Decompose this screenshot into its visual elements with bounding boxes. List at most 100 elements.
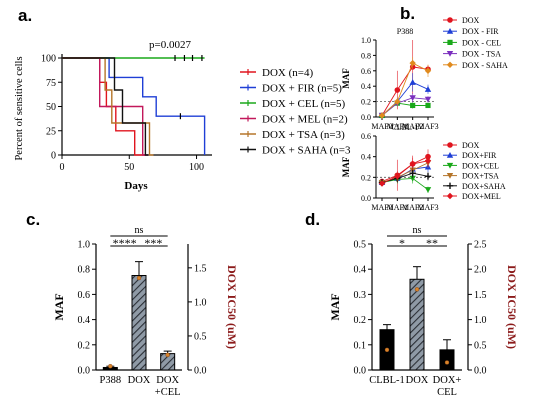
a-y-tick-label: 75 — [46, 78, 56, 89]
panel-letter-a: a. — [18, 6, 33, 25]
c-y2-tick-label: 1.0 — [194, 297, 207, 308]
d-x-tick-label: CEL — [437, 387, 457, 398]
c-y-tick-label: 0.4 — [78, 315, 91, 326]
c-y-tick-label: 0.8 — [78, 265, 91, 276]
a-x-tick-label: 100 — [189, 162, 204, 173]
b-bottom-point — [424, 187, 432, 193]
a-y-tick-label: 0 — [51, 151, 56, 162]
b-top-series-line-3 — [381, 97, 429, 116]
b-top-y-tick-label: 0.4 — [361, 82, 371, 91]
b-bottom-legend-label: DOX+MEL — [462, 192, 501, 201]
b-top-y-tick-label: 1.0 — [361, 36, 371, 45]
b-top-x-tick-label: MAF1 — [387, 122, 408, 131]
b-top-point — [410, 102, 416, 109]
b-bottom-point — [424, 173, 432, 180]
b-top-legend-marker — [446, 61, 454, 68]
c-x-tick-label: P388 — [100, 375, 122, 386]
b-bottom-x-tick-label: MAF2 — [402, 203, 423, 212]
b-top-legend-label: DOX - FIR — [462, 27, 499, 36]
d-y-tick-label: 0.5 — [354, 240, 367, 251]
b-bottom-legend-label: DOX+TSA — [462, 172, 499, 181]
b-bottom-legend-label: DOX+CEL — [462, 161, 499, 170]
b-top-legend-marker — [447, 17, 453, 23]
c-sig-label: ns — [135, 225, 144, 236]
d-x-tick-label: DOX — [406, 375, 429, 386]
b-top-point — [409, 79, 416, 85]
c-x-tick-label: DOX — [156, 375, 179, 386]
c-bar-1 — [131, 275, 147, 371]
a-x-tick-label: 0 — [60, 162, 65, 173]
b-bottom-legend-marker — [446, 182, 454, 189]
b-bottom-point — [424, 157, 432, 164]
d-sig-label: * — [399, 236, 405, 250]
b-top-x-tick-label: MAF0 — [371, 122, 392, 131]
c-sig-label: **** — [113, 236, 137, 250]
b-bottom-legend-label: DOX — [462, 141, 480, 150]
panel-letter-c: c. — [26, 210, 41, 229]
c-sig-label: *** — [144, 236, 162, 250]
b-bottom-y-tick-label: 0.4 — [361, 153, 371, 162]
c-ic50-dot — [108, 364, 113, 369]
d-bar-1 — [409, 278, 425, 371]
c-x-tick-label: DOX — [128, 375, 151, 386]
d-ic50-dot — [414, 287, 420, 292]
d-y-tick-label: 0.1 — [354, 340, 367, 351]
b-bottom-legend-label: DOX+FIR — [462, 151, 497, 160]
b-top-point — [424, 96, 432, 103]
b-top-series-line-4 — [381, 62, 429, 116]
b-top-y-tick-label: 0.2 — [361, 98, 371, 107]
b-bottom-y-tick-label: 0.6 — [361, 132, 371, 141]
c-y2-label: DOX IC50 (uM) — [225, 265, 239, 349]
d-y2-tick-label: 1.5 — [474, 290, 487, 301]
b-bottom-series-line-0 — [381, 156, 429, 182]
b-top-y-tick-label: 0.8 — [361, 51, 371, 60]
c-y2-tick-label: 0.5 — [194, 331, 207, 342]
d-y-tick-label: 0.2 — [354, 315, 367, 326]
b-bottom-legend-marker — [446, 162, 454, 169]
b-top-x-tick-label: MAF3 — [417, 122, 438, 131]
b-bottom-point — [409, 160, 416, 168]
b-top-legend-label: DOX - TSA — [462, 50, 501, 59]
d-y2-tick-label: 0.0 — [474, 366, 487, 377]
a-y-tick-label: 50 — [46, 102, 56, 113]
d-ic50-dot — [444, 360, 450, 365]
a-x-label: Days — [124, 180, 148, 192]
b-top-legend-marker — [447, 39, 453, 45]
panel-letter-d: d. — [305, 210, 321, 229]
a-legend-label: DOX + FIR (n=5) — [262, 83, 342, 95]
b-bottom-title: CLBL-1 — [391, 123, 418, 132]
c-y2-tick-label: 1.5 — [194, 263, 207, 274]
d-y-tick-label: 0.3 — [354, 290, 367, 301]
b-top-point — [378, 112, 386, 119]
b-top-point — [425, 102, 431, 109]
b-bottom-point — [378, 180, 386, 187]
b-top-legend-label: DOX - SAHA — [462, 61, 508, 70]
a-y-tick-label: 100 — [41, 54, 56, 65]
d-y-label: MAF — [328, 293, 342, 320]
b-top-point — [409, 95, 416, 101]
b-bottom-x-tick-label: MAF1 — [387, 203, 408, 212]
b-top-y-tick-label: 0.6 — [361, 67, 371, 76]
d-bar-2 — [439, 349, 455, 371]
c-y2-tick-label: 0.0 — [194, 366, 207, 377]
b-top-legend-label: DOX — [462, 16, 480, 25]
b-bottom-legend-marker — [446, 192, 454, 200]
b-bottom-x-tick-label: MAF3 — [417, 203, 438, 212]
b-bottom-point — [409, 175, 416, 182]
b-bottom-legend-label: DOX+SAHA — [462, 182, 506, 191]
d-sig-label: ** — [426, 236, 438, 250]
b-top-y-tick-label: 0.0 — [361, 113, 371, 122]
b-top-legend-marker — [446, 51, 454, 57]
b-bottom-series-line-5 — [381, 160, 429, 184]
d-y2-tick-label: 2.5 — [474, 240, 487, 251]
b-bottom-series-line-2 — [381, 177, 429, 191]
panel-letter-b: b. — [400, 4, 416, 23]
b-top-point — [409, 59, 416, 67]
d-ic50-dot — [384, 347, 390, 353]
b-bottom-legend-marker — [447, 142, 453, 148]
d-y2-tick-label: 1.0 — [474, 315, 487, 326]
d-x-tick-label: CLBL-1 — [369, 375, 405, 386]
c-y-tick-label: 0.2 — [78, 340, 91, 351]
b-bottom-legend-marker — [446, 173, 454, 179]
